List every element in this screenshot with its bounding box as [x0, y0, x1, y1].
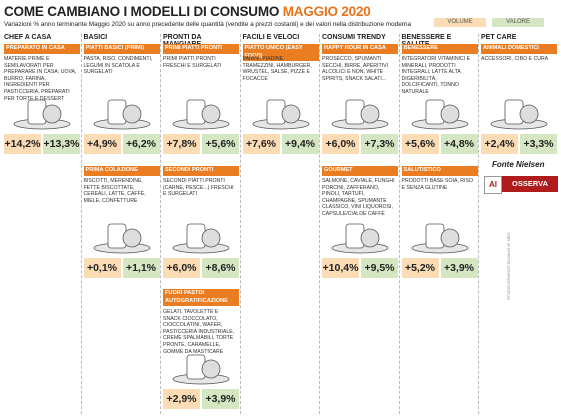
card-label: GOURMET — [322, 166, 398, 176]
column-separator — [478, 34, 479, 414]
card-description: BISCOTTI, MERENDINE, FETTE BISCOTTATE, C… — [83, 178, 146, 204]
title-highlight: MAGGIO 2020 — [282, 4, 371, 19]
volume-value: +7,8% — [163, 134, 200, 154]
card-description: PANINI, PIADINE, TRAMEZZINI, HAMBURGER, … — [242, 56, 312, 82]
card-description: PASTA, RISO, CONDIMENTI, LEGUMI IN SCATO… — [83, 56, 153, 76]
value-value: +6,2% — [122, 134, 160, 154]
credit: STUDIO GRAFICO SILVANO DI MEO — [506, 232, 511, 300]
volume-value: +2,9% — [163, 389, 200, 409]
card-description: SALMONE, CAVIALE, FUNGHI PORCINI, ZAFFER… — [322, 178, 395, 217]
card-label: PIATTO UNICO (EASY FOOD) — [242, 44, 319, 61]
value-value: +5,6% — [202, 134, 239, 154]
value-value: +13,3% — [43, 134, 80, 154]
column-separator — [398, 34, 400, 414]
icon — [13, 99, 71, 130]
value-value: +3,3% — [520, 134, 557, 154]
value-value: +7,3% — [361, 134, 398, 154]
volume-value: +4,9% — [83, 134, 121, 154]
card-label: PREPARATO IN CASA — [4, 44, 80, 54]
card-description: ACCESSORI, CIBO E CURA — [481, 56, 549, 62]
volume-value: +10,4% — [322, 258, 359, 278]
value-value: +3,9% — [440, 258, 478, 278]
card-label: HAPPY HOUR IN CASA — [322, 44, 398, 54]
legend-value: VALORE — [492, 18, 544, 27]
card-description: GELATI, TAVOLETTE E SNACK CIOCCOLATO, CI… — [163, 309, 235, 355]
value-value: +3,9% — [202, 389, 239, 409]
card-description: MATERIE PRIME E SEMILAVORATI PER PREPARA… — [4, 56, 77, 102]
value-value: +1,1% — [122, 258, 160, 278]
volume-value: +5,6% — [401, 134, 439, 154]
legend-volume: VOLUME — [434, 18, 486, 27]
card-description: PROSECCO, SPUMANTI SECCHI, BIRRE, APERIT… — [322, 56, 389, 82]
card-description: PRODOTTI BASE SOIA, RISO E SENZA GLUTINE — [401, 178, 474, 191]
column-separator — [160, 34, 161, 414]
volume-value: +7,6% — [242, 134, 280, 154]
title: COME CAMBIANO I MODELLI DI CONSUMO — [4, 4, 280, 19]
column-title: BASICI — [83, 34, 108, 41]
subtitle: Variazioni % anno terminante Maggio 2020… — [4, 21, 411, 28]
column-title: FACILI E VELOCI — [242, 34, 300, 41]
icon — [411, 99, 468, 130]
logo: OSSERVA ITALIA — [502, 176, 558, 204]
value-value: +4,8% — [440, 134, 478, 154]
card-label: PIATTI BASICI (PRIMI) — [83, 44, 160, 54]
value-value: +9,5% — [361, 258, 398, 278]
volume-value: +5,2% — [401, 258, 439, 278]
card-description: SECONDI PIATTI PRONTI (CARNE, PESCE...) … — [163, 178, 234, 198]
column-separator — [80, 34, 82, 414]
icon — [172, 223, 230, 254]
card-label: PRIMA COLAZIONE — [83, 166, 160, 176]
icon — [93, 223, 150, 254]
volume-value: +6,0% — [163, 258, 200, 278]
column-title: PET CARE — [481, 34, 517, 41]
card-description: PRIMI PIATTI PRONTI FRESCHI E SURGELATI — [163, 56, 222, 69]
card-label: PRIMI PIATTI PRONTI — [163, 44, 239, 54]
icon — [172, 99, 230, 130]
volume-value: +2,4% — [481, 134, 518, 154]
column-separator — [239, 34, 241, 414]
column-title: CHEF A CASA — [4, 34, 52, 41]
card-label: SECONDI PRONTI — [163, 166, 239, 176]
column-separator — [319, 34, 320, 414]
icon — [331, 99, 389, 130]
icon — [331, 223, 389, 254]
card-description: INTEGRATORI VITAMINICI E MINERALI, PRODO… — [401, 56, 471, 95]
volume-value: +6,0% — [322, 134, 359, 154]
card-label: FUORI PASTO/ AUTOGRATIFICAZIONE — [163, 289, 239, 306]
value-value: +8,6% — [202, 258, 239, 278]
column-title: CONSUMI TRENDY — [322, 34, 386, 41]
source: Fonte Nielsen — [492, 160, 545, 169]
icon — [172, 354, 230, 385]
icon — [252, 99, 309, 130]
volume-value: +0,1% — [83, 258, 121, 278]
card-label: SALUTISTICO — [401, 166, 478, 176]
icon — [93, 99, 150, 130]
icon — [411, 223, 468, 254]
title-block: COME CAMBIANO I MODELLI DI CONSUMO MAGGI… — [4, 4, 371, 19]
icon — [490, 99, 548, 130]
card-label: BENESSERE — [401, 44, 478, 54]
logo-mark: AI — [484, 176, 502, 194]
value-value: +9,4% — [281, 134, 319, 154]
card-label: ANIMALI DOMESTICI — [481, 44, 557, 54]
volume-value: +14,2% — [4, 134, 41, 154]
